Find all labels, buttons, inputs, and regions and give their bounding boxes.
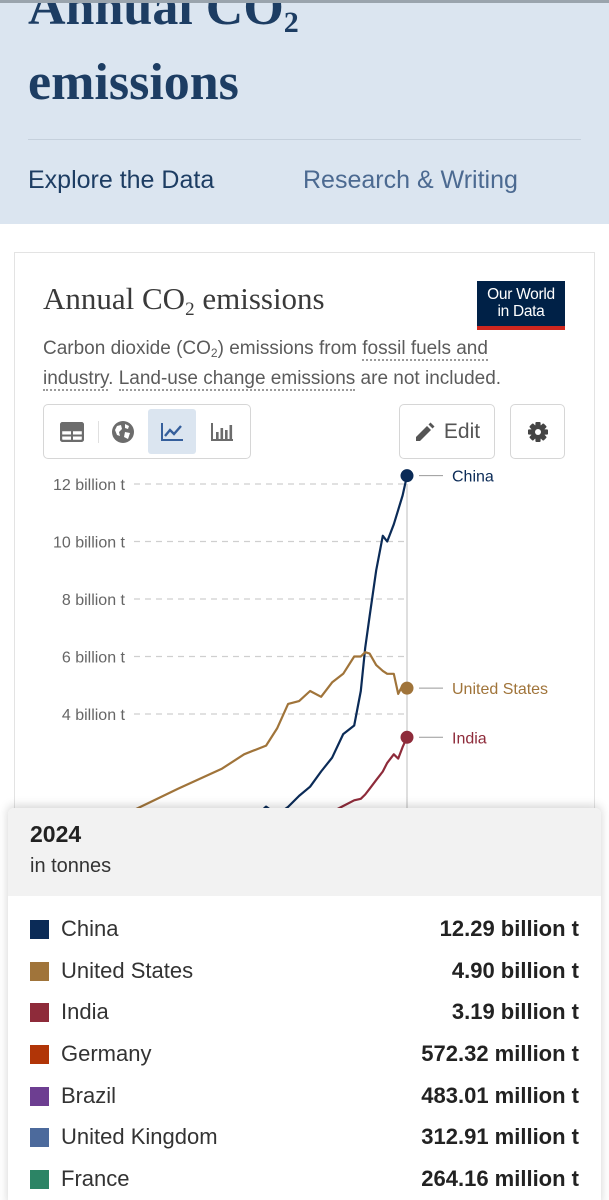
series-end-dot: [400, 730, 414, 744]
tab-table[interactable]: [48, 409, 96, 454]
tooltip-row: Germany 572.32 million t: [8, 1033, 601, 1075]
page-title: Annual CO2 emissions: [28, 0, 299, 111]
line-chart: 4 billion t 6 billion t 8 billion t 10 bill…: [53, 469, 548, 810]
owid-logo[interactable]: Our World in Data: [477, 281, 565, 330]
top-border: [0, 0, 609, 3]
tab-research-and-writing[interactable]: Research & Writing: [303, 166, 518, 194]
tooltip-country-name: United States: [61, 957, 194, 983]
legend-swatch: [30, 920, 49, 939]
tooltip-header: 2024 in tonnes: [8, 808, 601, 896]
series-end-label: United States: [452, 681, 548, 698]
chart-title: Annual CO2 emissions: [43, 281, 325, 320]
series-line-india: [333, 736, 409, 810]
chart-subtitle: Carbon dioxide (CO2) emissions from foss…: [43, 338, 502, 391]
tooltip-country-value: 3.19 billion t: [451, 999, 579, 1025]
y-tick-label: 10 billion t: [53, 535, 126, 552]
edit-label: Edit: [443, 419, 481, 443]
pencil-icon: [415, 422, 435, 441]
series-line-china: [260, 475, 409, 810]
tab-explore-the-data[interactable]: Explore the Data: [28, 166, 215, 194]
fossil-fuels-link[interactable]: fossil fuels and industry: [43, 338, 488, 391]
tooltip-row: United States 4.90 billion t: [8, 950, 601, 992]
series-end-label: India: [452, 730, 487, 747]
legend-swatch: [30, 961, 49, 981]
data-tooltip: 2024 in tonnes China 12.29 billion t Unite…: [8, 808, 601, 1200]
tab-divider: [98, 421, 99, 443]
table-icon: [60, 421, 84, 442]
globe-icon: [112, 420, 134, 443]
tooltip-country-value: 12.29 billion t: [439, 916, 579, 941]
land-use-change-link[interactable]: Land-use change emissions: [118, 368, 356, 391]
page-header: Annual CO2 emissions Explore the Data Res…: [0, 0, 609, 224]
chart-view-tabs: [43, 404, 251, 459]
tooltip-row: United Kingdom 312.91 million t: [8, 1116, 601, 1158]
tooltip-country-value: 4.90 billion t: [451, 957, 579, 983]
settings-button[interactable]: [510, 404, 565, 459]
series-end-dot: [400, 681, 414, 695]
tooltip-row: China 12.29 billion t: [8, 908, 601, 950]
edit-button[interactable]: Edit: [399, 404, 495, 459]
tooltip-row: India 3.19 billion t: [8, 991, 601, 1033]
tab-line-chart[interactable]: [148, 409, 196, 454]
y-tick-label: 8 billion t: [62, 592, 126, 609]
tooltip-country-name: Germany: [61, 1041, 152, 1067]
tooltip-unit: in tonnes: [30, 855, 112, 877]
series-end-dot: [400, 469, 414, 483]
tooltip-row: France 264.16 million t: [8, 1158, 601, 1200]
legend-swatch: [30, 1045, 49, 1065]
legend-swatch: [30, 1128, 49, 1148]
series-line-united-states: [133, 651, 408, 810]
y-tick-label: 6 billion t: [62, 650, 126, 667]
series-end-label: China: [452, 469, 494, 486]
tooltip-country-name: Brazil: [61, 1082, 117, 1108]
tooltip-country-name: India: [61, 999, 109, 1025]
tooltip-country-value: 312.91 million t: [421, 1124, 579, 1150]
tooltip-country-name: France: [61, 1166, 130, 1192]
legend-swatch: [30, 1086, 49, 1106]
tab-map[interactable]: [99, 409, 147, 454]
y-tick-label: 4 billion t: [62, 707, 126, 724]
tooltip-country-value: 264.16 million t: [421, 1166, 579, 1192]
tooltip-country-name: China: [61, 916, 119, 941]
y-tick-label: 12 billion t: [53, 477, 126, 494]
tooltip-rows: China 12.29 billion t United States 4.90 bi…: [8, 908, 601, 1200]
header-divider: [28, 139, 581, 140]
legend-swatch: [30, 1003, 49, 1023]
bar-chart-icon: [211, 422, 233, 441]
tooltip-country-value: 483.01 million t: [421, 1082, 579, 1108]
legend-swatch: [30, 1170, 49, 1190]
tooltip-country-value: 572.32 million t: [421, 1041, 579, 1067]
line-chart-icon: [161, 422, 183, 441]
tooltip-row: Brazil 483.01 million t: [8, 1075, 601, 1117]
tooltip-country-name: United Kingdom: [61, 1124, 218, 1150]
tooltip-year: 2024: [30, 821, 82, 847]
tab-bar-chart[interactable]: [198, 409, 246, 454]
gear-icon: [527, 421, 548, 442]
